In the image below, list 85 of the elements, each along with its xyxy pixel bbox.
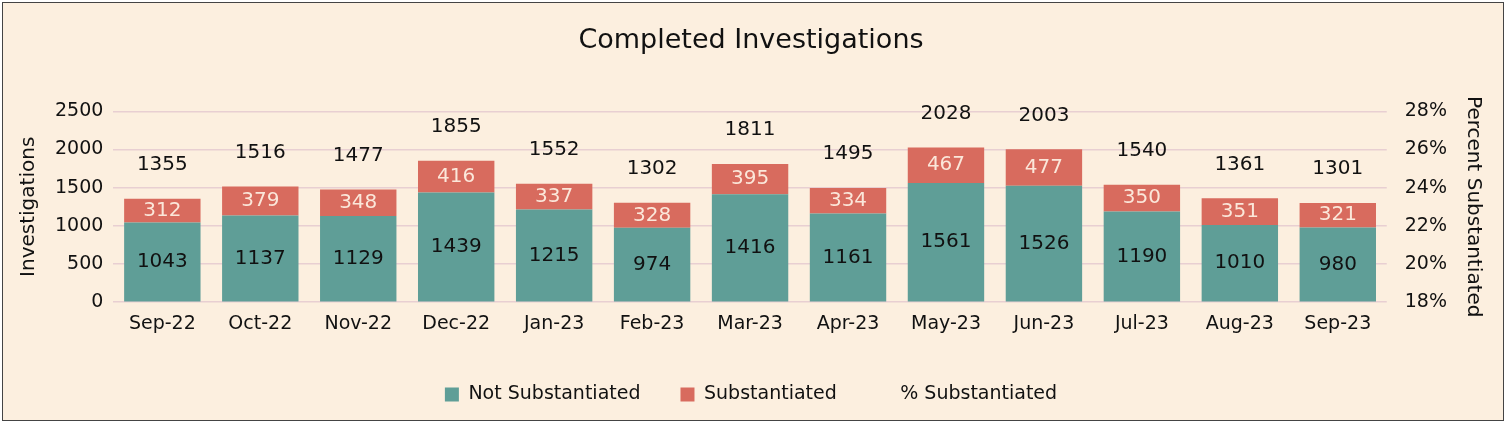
data-label: 1043 — [136, 248, 188, 273]
y2-tick-label: 20% — [1404, 250, 1447, 273]
total-label: 1361 — [1214, 150, 1266, 175]
bar — [907, 183, 985, 302]
y-axis-title: Investigations — [15, 136, 40, 277]
x-tick-label: Nov-22 — [324, 310, 393, 333]
total-label: 1855 — [430, 112, 482, 137]
y-tick-label: 2000 — [54, 136, 104, 159]
bar — [1201, 225, 1279, 302]
y-tick-label: 2500 — [54, 98, 104, 121]
x-tick-label: Aug-23 — [1205, 310, 1274, 333]
x-tick-label: Mar-23 — [717, 310, 783, 333]
bar — [613, 227, 691, 302]
bar — [222, 215, 299, 302]
total-label: 1355 — [136, 150, 188, 175]
y2-tick-label: 26% — [1404, 136, 1447, 159]
total-label: 1552 — [528, 135, 580, 160]
data-label: 328 — [633, 201, 672, 226]
data-label: 1129 — [332, 244, 384, 269]
x-tick-label: Feb-23 — [619, 310, 685, 333]
chart-title: Completed Investigations — [578, 23, 924, 55]
x-tick-label: Sep-22 — [128, 310, 196, 333]
bar — [320, 216, 397, 302]
legend-label: Not Substantiated — [468, 381, 641, 404]
bar — [1299, 227, 1376, 302]
data-label: 348 — [339, 188, 378, 213]
x-tick-label: Sep-23 — [1304, 310, 1372, 333]
y2-tick-label: 28% — [1404, 98, 1447, 121]
data-label: 350 — [1122, 184, 1161, 209]
y-tick-label: 0 — [91, 289, 104, 312]
bar — [515, 209, 593, 302]
y2-tick-label: 22% — [1404, 212, 1447, 235]
x-tick-label: Jun-23 — [1012, 310, 1075, 333]
data-label: 974 — [633, 250, 672, 275]
data-label: 1010 — [1214, 249, 1266, 274]
bar — [417, 192, 495, 302]
x-tick-label: Oct-22 — [228, 310, 293, 333]
data-label: 467 — [926, 151, 966, 176]
data-label: 321 — [1318, 201, 1357, 226]
x-tick-label: Jul-23 — [1113, 310, 1169, 333]
data-label: 312 — [143, 196, 182, 221]
data-label: 1215 — [528, 241, 580, 266]
text: % Substantiated — [900, 381, 1058, 404]
data-label: 1561 — [920, 228, 972, 253]
data-label: 1190 — [1116, 242, 1168, 267]
y2-tick-label: 24% — [1404, 174, 1447, 197]
data-label: 337 — [535, 182, 574, 207]
total-label: 1811 — [724, 116, 776, 141]
data-label: 395 — [730, 165, 770, 190]
bar — [1005, 185, 1083, 302]
data-label: 351 — [1220, 197, 1259, 222]
data-label: 1416 — [724, 233, 776, 258]
y-tick-label: 1000 — [54, 212, 104, 235]
total-label: 1516 — [234, 138, 286, 163]
data-label: 379 — [241, 187, 280, 212]
data-label: 980 — [1318, 250, 1357, 275]
data-label: 334 — [828, 187, 868, 212]
data-label: 1137 — [234, 244, 286, 269]
total-label: 1302 — [626, 155, 678, 180]
data-label: 416 — [437, 162, 476, 187]
data-label: 1161 — [822, 243, 874, 268]
bar — [1005, 149, 1083, 186]
total-label: 1495 — [822, 140, 874, 165]
bar — [1103, 211, 1181, 302]
total-label: 1477 — [332, 141, 384, 166]
y2-axis-title: Percent Substantiated — [1462, 96, 1487, 318]
bar — [124, 222, 201, 302]
y-tick-label: 500 — [67, 250, 104, 273]
bar — [711, 194, 789, 302]
data-label: 477 — [1024, 153, 1064, 178]
bar — [809, 213, 887, 302]
x-tick-label: Apr-23 — [816, 310, 880, 333]
data-label: 1439 — [430, 233, 482, 258]
x-tick-label: May-23 — [910, 310, 981, 333]
bar — [907, 147, 985, 184]
x-tick-label: Dec-22 — [422, 310, 491, 333]
legend-label: Substantiated — [703, 381, 837, 404]
total-label: 2028 — [920, 99, 972, 124]
total-label: 1540 — [1116, 136, 1168, 161]
data-label: 1526 — [1018, 229, 1070, 254]
x-tick-label: Jan-23 — [522, 310, 585, 333]
y-tick-label: 1500 — [54, 174, 104, 197]
total-label: 2003 — [1018, 101, 1070, 126]
y2-tick-label: 18% — [1404, 289, 1447, 312]
total-label: 1301 — [1312, 155, 1364, 180]
